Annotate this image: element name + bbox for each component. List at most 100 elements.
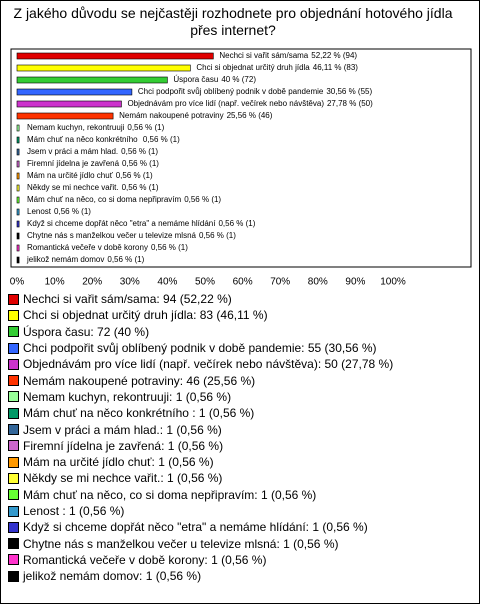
category-label: Když si chceme dopřát něco "etra" a nemá… (27, 219, 216, 228)
category-label: Mám chuť na něco, co si doma nepřipravím (27, 195, 182, 204)
legend-entry: Nechci si vařit sám/sama: 94 (52,22 %) (8, 291, 393, 307)
legend-swatch (8, 521, 19, 533)
legend-entry: Někdy se mi nechce vařit.: 1 (0,56 %) (8, 470, 393, 486)
value-label: 0,56 % (1) (143, 135, 180, 144)
bar (16, 100, 122, 108)
x-tick-label: 10% (45, 277, 65, 288)
category-label: Objednávám pro více lidí (např. večírek … (127, 99, 324, 108)
value-label: 0,56 % (1) (199, 231, 236, 240)
x-tick-label: 30% (120, 277, 140, 288)
bar-label: Chytne nás s manželkou večer u televize … (27, 231, 236, 240)
value-label: 0,56 % (1) (122, 159, 159, 168)
bar (16, 160, 20, 168)
x-tick-label: 0% (10, 277, 25, 288)
chart: 0% 10% 20% 30% 40% 50% 60% 70% 80% 90% 100% Nechci … (10, 48, 472, 288)
bar-label: Jsem v práci a mám hlad. 0,56 % (1) (27, 147, 158, 156)
value-label: 0,56 % (1) (184, 195, 221, 204)
legend-label: Chci si objednat určitý druh jídla: 83 (… (23, 308, 268, 323)
x-tick-label: 100% (380, 277, 406, 288)
bar (16, 232, 20, 240)
bar-label: Nemám nakoupené potraviny 25,56 % (46) (119, 111, 273, 120)
category-label: Firemní jídelna je zavřená (27, 159, 120, 168)
legend: Nechci si vařit sám/sama: 94 (52,22 %) Ch… (8, 291, 393, 584)
x-tick-label: 60% (233, 277, 253, 288)
bar (16, 88, 133, 96)
value-label: 46,11 % (83) (313, 63, 359, 72)
value-label: 40 % (72) (221, 75, 256, 84)
bar-label: Někdy se mi nechce vařit. 0,56 % (1) (27, 183, 159, 192)
x-tick-label: 80% (308, 277, 328, 288)
x-tick-label: 50% (195, 277, 215, 288)
legend-label: Mám chuť na něco konkrétního : 1 (0,56 %… (23, 406, 255, 421)
category-label: Jsem v práci a mám hlad. (27, 147, 118, 156)
bar-label: Lenost 0,56 % (1) (27, 207, 91, 216)
value-label: 0,56 % (1) (54, 207, 91, 216)
legend-entry: Nemam kuchyn, rekontruuji: 1 (0,56 %) (8, 389, 393, 405)
legend-entry: Chytne nás s manželkou večer u televize … (8, 535, 393, 551)
bar-label: Nechci si vařit sám/sama 52,22 % (94) (219, 51, 357, 60)
bar (16, 76, 168, 84)
legend-label: Mám na určité jídlo chuť: 1 (0,56 %) (23, 455, 214, 470)
legend-swatch (8, 309, 19, 321)
bar-label: Úspora času 40 % (72) (173, 75, 256, 84)
category-label: Nechci si vařit sám/sama (219, 51, 308, 60)
category-label: Mám na určité jídlo chuť (27, 171, 114, 180)
legend-entry: Chci si objednat určitý druh jídla: 83 (… (8, 307, 393, 323)
category-label: Úspora času (173, 75, 218, 84)
value-label: 52,22 % (94) (311, 51, 357, 60)
bar (16, 112, 114, 120)
bar (16, 172, 20, 180)
legend-entry: Mám chuť na něco, co si doma nepřipravím… (8, 487, 393, 503)
category-label: Chci si objednat určitý druh jídla (196, 63, 310, 72)
legend-label: Nechci si vařit sám/sama: 94 (52,22 %) (23, 292, 232, 307)
bar-label: Mám chuť na něco, co si doma nepřipravím… (27, 195, 221, 204)
value-label: 0,56 % (1) (121, 147, 158, 156)
bar-label: Mám chuť na něco konkrétního 0,56 % (1) (27, 135, 180, 144)
legend-label: Jsem v práci a mám hlad.: 1 (0,56 %) (23, 422, 222, 437)
x-tick-label: 90% (345, 277, 365, 288)
bar (16, 52, 214, 60)
legend-entry: Mám na určité jídlo chuť: 1 (0,56 %) (8, 454, 393, 470)
legend-label: Romantická večeře v době korony: 1 (0,56… (23, 552, 267, 567)
legend-swatch (8, 293, 19, 305)
legend-label: Někdy se mi nechce vařit.: 1 (0,56 %) (23, 471, 223, 486)
bar (16, 184, 20, 192)
category-label: Romantická večeře v době korony (27, 243, 148, 252)
legend-label: jelikož nemám domov: 1 (0,56 %) (23, 569, 202, 584)
legend-swatch (8, 570, 19, 582)
value-label: 30,56 % (55) (326, 87, 372, 96)
bar-label: Romantická večeře v době korony 0,56 % (1… (27, 243, 188, 252)
legend-entry: Objednávám pro více lidí (např. večírek … (8, 356, 393, 372)
legend-entry: Firemní jídelna je zavřená: 1 (0,56 %) (8, 438, 393, 454)
legend-swatch (8, 342, 19, 354)
bar (16, 256, 20, 264)
value-label: 0,56 % (1) (116, 171, 153, 180)
legend-entry: Romantická večeře v době korony: 1 (0,56… (8, 552, 393, 568)
value-label: 0,56 % (1) (151, 243, 188, 252)
legend-swatch (8, 538, 19, 550)
bar (16, 220, 20, 228)
legend-label: Nemám nakoupené potraviny: 46 (25,56 %) (23, 373, 256, 388)
value-label: 0,56 % (1) (107, 255, 144, 264)
bar-label: Nemam kuchyn, rekontruuji 0,56 % (1) (27, 123, 165, 132)
category-label: Mám chuť na něco konkrétního (27, 135, 140, 144)
bar (16, 64, 191, 72)
category-label: Chytne nás s manželkou večer u televize … (27, 231, 197, 240)
legend-entry: Mám chuť na něco konkrétního : 1 (0,56 %… (8, 405, 393, 421)
legend-swatch (8, 489, 19, 501)
category-label: Lenost (27, 207, 52, 216)
bar (16, 208, 20, 216)
bar (16, 136, 20, 144)
category-label: Někdy se mi nechce vařit. (27, 183, 119, 192)
legend-swatch (8, 456, 19, 468)
bar-label: Když si chceme dopřát něco "etra" a nemá… (27, 219, 256, 228)
category-label: Chci podpořit svůj oblíbený podnik v dob… (138, 87, 324, 96)
legend-entry: Lenost : 1 (0,56 %) (8, 503, 393, 519)
legend-label: Chytne nás s manželkou večer u televize … (23, 536, 339, 551)
bar (16, 244, 20, 252)
legend-swatch (8, 407, 19, 419)
legend-entry: Když si chceme dopřát něco "etra" a nemá… (8, 519, 393, 535)
legend-entry: Úspora času: 72 (40 %) (8, 324, 393, 340)
bar (16, 148, 20, 156)
category-label: jelikož nemám domov (26, 255, 104, 264)
